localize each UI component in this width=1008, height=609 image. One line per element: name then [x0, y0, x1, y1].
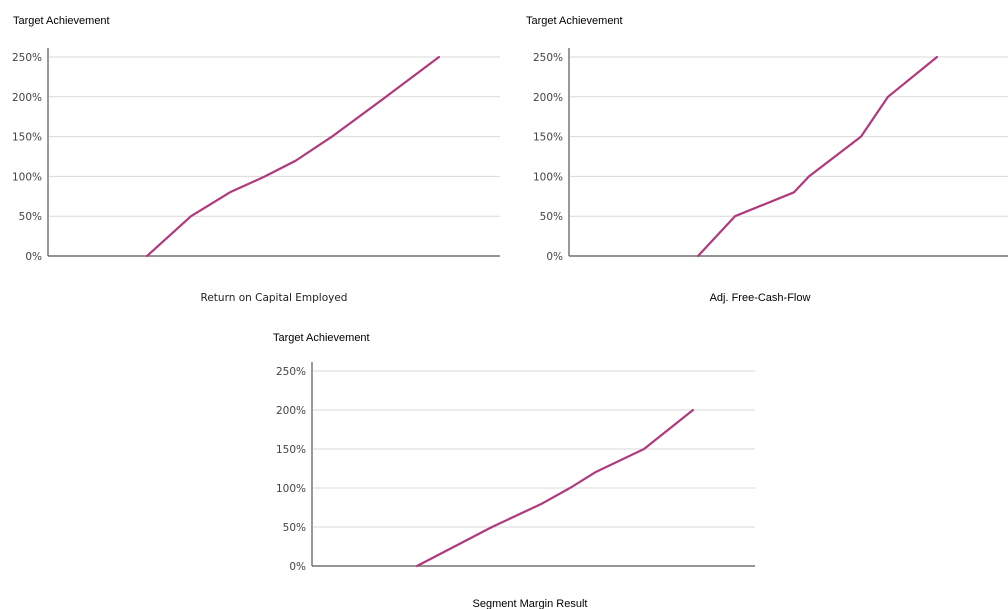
y-tick-label: 100%: [276, 483, 306, 495]
y-tick-label: 100%: [12, 171, 42, 183]
chart-title: Target Achievement: [273, 332, 370, 344]
chart-free-cash-flow: Target Achievement 0% 50% 100% 150% 200% 250% A…: [526, 15, 1008, 304]
y-tick-label: 200%: [12, 92, 42, 104]
y-tick-label: 250%: [276, 366, 306, 378]
series-line: [696, 55, 939, 258]
y-tick-label: 0%: [25, 251, 42, 263]
y-tick-label: 100%: [533, 171, 563, 183]
y-tick-label: 0%: [546, 251, 563, 263]
y-tick-label: 150%: [276, 444, 306, 456]
y-tick-label: 150%: [533, 132, 563, 144]
chart-roce: Target Achievement 0% 50% 100% 150% 200% 250% R…: [12, 15, 500, 304]
series-line: [415, 408, 695, 568]
chart-segment-margin: Target Achievement 0% 50% 100% 150% 200% 250% S…: [273, 332, 755, 609]
y-tick-label: 250%: [533, 52, 563, 64]
y-tick-label: 250%: [12, 52, 42, 64]
y-tick-label: 150%: [12, 132, 42, 144]
series-line: [145, 55, 441, 258]
y-tick-label: 50%: [19, 211, 42, 223]
chart-title: Target Achievement: [526, 15, 623, 27]
x-axis-label: Segment Margin Result: [473, 598, 588, 609]
y-tick-label: 200%: [533, 92, 563, 104]
y-tick-label: 200%: [276, 405, 306, 417]
chart-panel-roce: Target Achievement 0% 50% 100% 150% 200% 250% R…: [0, 0, 505, 310]
y-tick-label: 0%: [289, 561, 306, 573]
chart-panel-segment-margin: Target Achievement 0% 50% 100% 150% 200% 250% S…: [255, 318, 765, 609]
chart-panel-free-cash-flow: Target Achievement 0% 50% 100% 150% 200% 250% A…: [505, 0, 1008, 310]
x-axis-label: Return on Capital Employed: [201, 292, 348, 304]
y-tick-label: 50%: [283, 522, 306, 534]
x-axis-label: Adj. Free-Cash-Flow: [710, 292, 811, 304]
chart-title: Target Achievement: [13, 15, 110, 27]
y-tick-label: 50%: [540, 211, 563, 223]
